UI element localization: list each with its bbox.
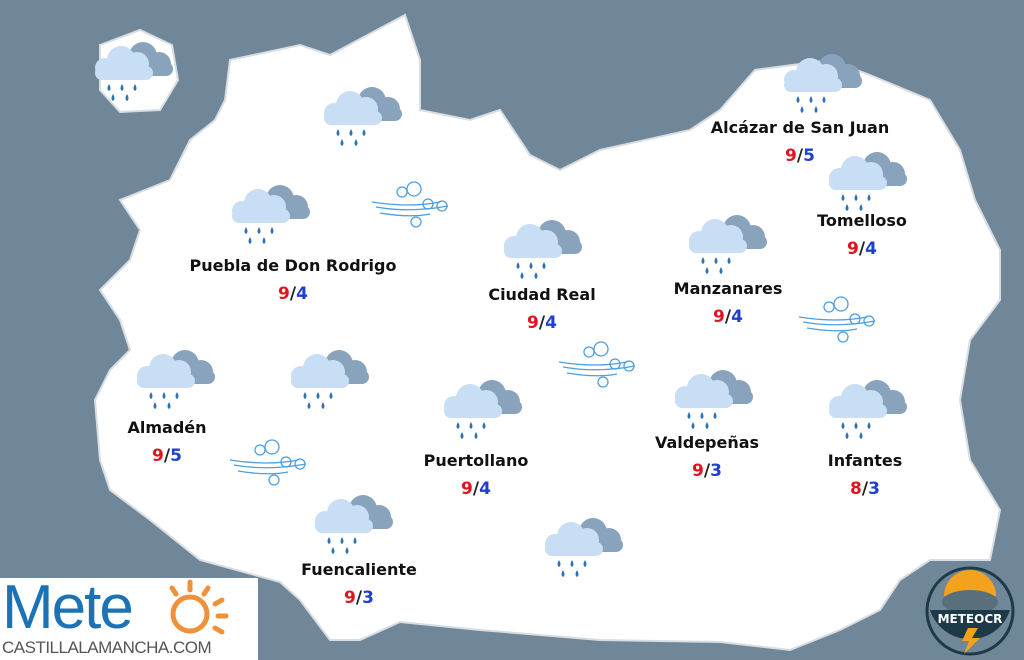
rain-cloud-icon bbox=[825, 376, 909, 444]
temp-separator: / bbox=[724, 307, 732, 327]
city-name: Infantes bbox=[827, 451, 903, 470]
temp-separator: / bbox=[703, 461, 711, 481]
city-label: Puertollano 9/4 bbox=[424, 451, 529, 499]
min-temp: 4 bbox=[545, 313, 557, 333]
city-name: Puertollano bbox=[423, 451, 529, 470]
rain-cloud-icon bbox=[825, 148, 909, 216]
meteocastillalamancha-logo: Mete CASTILLALAMANCHA.COM bbox=[0, 573, 258, 660]
city-label: Tomelloso 9/4 bbox=[817, 211, 907, 259]
max-temp: 8 bbox=[850, 479, 862, 499]
city-temperatures: 9/4 bbox=[190, 284, 397, 304]
meteocr-logo: METEOCR bbox=[925, 566, 1015, 656]
city-name: Alcázar de San Juan bbox=[710, 118, 890, 137]
city-temperatures: 9/4 bbox=[817, 239, 907, 259]
max-temp: 9 bbox=[278, 284, 290, 304]
wind-icon bbox=[557, 340, 641, 394]
temp-separator: / bbox=[538, 313, 546, 333]
rain-cloud-icon bbox=[320, 83, 404, 151]
city-temperatures: 9/5 bbox=[127, 446, 206, 466]
max-temp: 9 bbox=[692, 461, 704, 481]
wind-icon bbox=[228, 438, 312, 492]
wind-icon bbox=[370, 180, 454, 234]
min-temp: 4 bbox=[296, 284, 308, 304]
max-temp: 9 bbox=[344, 588, 356, 608]
meteocr-logo-text: METEOCR bbox=[938, 612, 1003, 626]
city-name: Tomelloso bbox=[817, 211, 907, 230]
min-temp: 4 bbox=[479, 479, 491, 499]
rain-cloud-icon bbox=[228, 181, 312, 249]
city-temperatures: 9/5 bbox=[711, 146, 889, 166]
max-temp: 9 bbox=[527, 313, 539, 333]
max-temp: 9 bbox=[785, 146, 797, 166]
rain-cloud-icon bbox=[311, 491, 395, 559]
city-label: Manzanares 9/4 bbox=[674, 279, 783, 327]
rain-cloud-icon bbox=[91, 38, 175, 106]
min-temp: 4 bbox=[865, 239, 877, 259]
min-temp: 3 bbox=[710, 461, 722, 481]
temp-separator: / bbox=[858, 239, 866, 259]
rain-cloud-icon bbox=[500, 216, 584, 284]
temp-separator: / bbox=[796, 146, 804, 166]
min-temp: 3 bbox=[362, 588, 374, 608]
rain-cloud-icon bbox=[133, 346, 217, 414]
rain-cloud-icon bbox=[685, 211, 769, 279]
city-label: Ciudad Real 9/4 bbox=[488, 285, 595, 333]
city-temperatures: 9/4 bbox=[488, 313, 595, 333]
city-temperatures: 9/3 bbox=[655, 461, 759, 481]
city-label: Fuencaliente 9/3 bbox=[301, 560, 417, 608]
city-label: Infantes 8/3 bbox=[828, 451, 903, 499]
city-temperatures: 9/3 bbox=[301, 588, 417, 608]
rain-cloud-icon bbox=[440, 376, 524, 444]
city-label: Puebla de Don Rodrigo 9/4 bbox=[190, 256, 397, 304]
temp-separator: / bbox=[472, 479, 480, 499]
city-name: Ciudad Real bbox=[488, 285, 596, 304]
city-temperatures: 8/3 bbox=[828, 479, 903, 499]
city-label: Valdepeñas 9/3 bbox=[655, 433, 759, 481]
logo-sub-text: CASTILLALAMANCHA.COM bbox=[2, 638, 212, 657]
temp-separator: / bbox=[355, 588, 363, 608]
rain-cloud-icon bbox=[541, 514, 625, 582]
city-name: Valdepeñas bbox=[654, 433, 760, 452]
rain-cloud-icon bbox=[671, 366, 755, 434]
rain-cloud-icon bbox=[287, 346, 371, 414]
city-label: Alcázar de San Juan 9/5 bbox=[711, 118, 889, 166]
city-temperatures: 9/4 bbox=[674, 307, 783, 327]
min-temp: 4 bbox=[731, 307, 743, 327]
rain-cloud-icon bbox=[780, 50, 864, 118]
logo-main-text: Mete bbox=[2, 573, 134, 642]
min-temp: 5 bbox=[803, 146, 815, 166]
wind-icon bbox=[797, 295, 881, 349]
max-temp: 9 bbox=[713, 307, 725, 327]
min-temp: 5 bbox=[170, 446, 182, 466]
max-temp: 9 bbox=[847, 239, 859, 259]
city-name: Almadén bbox=[127, 418, 207, 437]
temp-separator: / bbox=[289, 284, 297, 304]
city-name: Puebla de Don Rodrigo bbox=[189, 256, 397, 275]
max-temp: 9 bbox=[152, 446, 164, 466]
city-name: Fuencaliente bbox=[301, 560, 417, 579]
city-name: Manzanares bbox=[673, 279, 783, 298]
temp-separator: / bbox=[861, 479, 869, 499]
max-temp: 9 bbox=[461, 479, 473, 499]
sun-icon bbox=[169, 579, 229, 635]
temp-separator: / bbox=[163, 446, 171, 466]
min-temp: 3 bbox=[868, 479, 880, 499]
province-shape bbox=[93, 13, 1002, 652]
city-temperatures: 9/4 bbox=[424, 479, 529, 499]
city-label: Almadén 9/5 bbox=[127, 418, 206, 466]
